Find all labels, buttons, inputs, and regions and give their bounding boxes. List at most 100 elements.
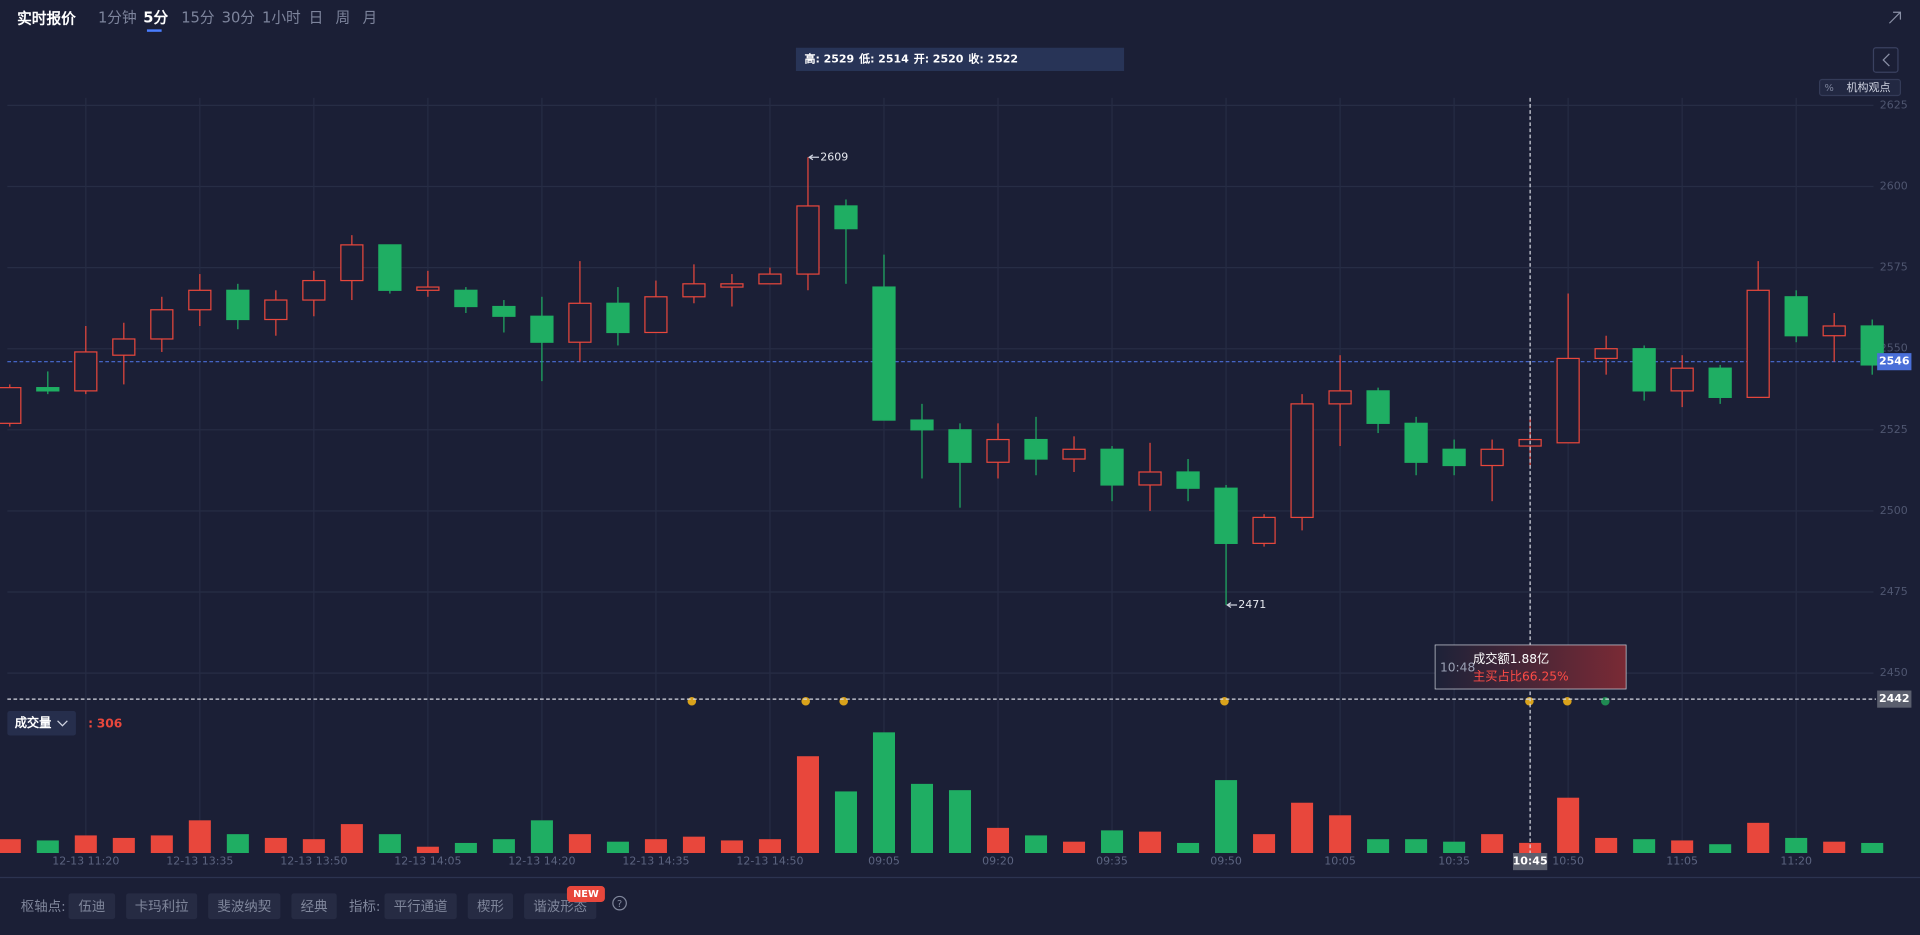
- y-tick-label: 2625: [1880, 98, 1908, 111]
- candle-body: [112, 338, 136, 356]
- y-tick-label: 2525: [1880, 423, 1908, 436]
- candle-body: [1404, 422, 1428, 463]
- candle-body: [1214, 487, 1238, 544]
- candle-body: [872, 286, 896, 421]
- volume-bar: [1747, 822, 1770, 854]
- volume-bar: [682, 836, 705, 854]
- toolbar-button-label: 伍迪: [78, 899, 105, 915]
- ohlc-value: 2522: [987, 52, 1018, 65]
- opinion-button[interactable]: [1818, 78, 1902, 97]
- toolbar-button[interactable]: [384, 893, 457, 920]
- volume-bar: [1633, 839, 1656, 854]
- candle-body: [796, 205, 820, 275]
- event-dot[interactable]: [1525, 696, 1534, 706]
- volume-bar: [150, 835, 173, 854]
- candle-body: [1556, 357, 1580, 444]
- x-tick-label: 10:50: [1552, 855, 1584, 868]
- tab[interactable]: 周: [336, 9, 351, 26]
- ohlc-key: 高:: [804, 51, 819, 65]
- help-icon[interactable]: [612, 895, 627, 911]
- volume-bar: [758, 839, 781, 854]
- tab[interactable]: 5分: [143, 9, 168, 26]
- volume-bar: [1177, 842, 1200, 854]
- candle-body: [378, 244, 402, 291]
- candle-body: [986, 438, 1010, 463]
- candle-body: [150, 309, 174, 340]
- candle-body: [226, 289, 250, 321]
- volume-bar: [226, 834, 249, 854]
- volume-bar: [872, 732, 896, 854]
- crosshair-price-box: [1877, 690, 1912, 708]
- crosshair-price: 2442: [1879, 692, 1910, 705]
- event-dot[interactable]: [801, 696, 810, 706]
- candle-body: [1442, 448, 1466, 467]
- toolbar-button[interactable]: [126, 893, 198, 920]
- x-tick-label: 12-13 13:50: [280, 855, 347, 868]
- candle-body: [1176, 471, 1200, 489]
- pivot-label: 枢轴点:: [21, 899, 66, 915]
- tab[interactable]: 月: [362, 9, 377, 26]
- dropdown-icon: [57, 720, 68, 727]
- volume-bar: [1139, 831, 1162, 854]
- candle-body: [74, 351, 98, 392]
- tab[interactable]: 1分钟: [98, 9, 137, 26]
- volume-selector[interactable]: [7, 711, 76, 736]
- toolbar-button[interactable]: [467, 893, 514, 920]
- tab[interactable]: 日: [309, 9, 324, 26]
- event-dot[interactable]: [1563, 696, 1572, 706]
- toolbar-button[interactable]: [208, 893, 281, 920]
- tab[interactable]: 1小时: [262, 9, 301, 26]
- x-tick-label: 09:20: [982, 855, 1014, 868]
- x-tick-label: 12-13 14:20: [508, 855, 575, 868]
- tab[interactable]: 30分: [222, 9, 256, 26]
- ohlc-key: 收:: [968, 51, 983, 65]
- volume-bar: [568, 834, 591, 854]
- y-tick-label: 2450: [1880, 666, 1908, 679]
- crosshair-time: 10:45: [1513, 855, 1548, 868]
- candle-body: [1100, 448, 1124, 486]
- toolbar-button-label: 斐波纳契: [217, 899, 271, 915]
- candle-body: [910, 419, 934, 431]
- tab[interactable]: 15分: [181, 9, 215, 26]
- event-dot[interactable]: [1220, 696, 1229, 706]
- volume-bar: [1063, 841, 1086, 854]
- candle-body: [1366, 390, 1390, 424]
- event-dot[interactable]: [1601, 696, 1610, 706]
- volume-bar: [340, 824, 363, 854]
- ohlc-box: [795, 47, 1125, 71]
- volume-bar: [1671, 840, 1694, 854]
- x-tick-label: 12-13 13:35: [166, 855, 233, 868]
- volume-bar: [606, 841, 629, 854]
- collapse-icon[interactable]: [1888, 11, 1902, 24]
- candle-body: [1480, 448, 1504, 467]
- candle-body: [1062, 448, 1086, 460]
- volume-bar: [1405, 839, 1428, 854]
- candle-body: [1632, 348, 1656, 392]
- x-tick-label: 09:05: [868, 855, 900, 868]
- candle-body: [720, 283, 744, 288]
- toolbar-button[interactable]: [68, 893, 116, 920]
- candle-body: [454, 289, 478, 308]
- toolbar-button[interactable]: [291, 893, 337, 920]
- candle-body: [340, 244, 364, 282]
- event-dot[interactable]: [839, 696, 848, 706]
- title: 实时报价: [17, 10, 76, 28]
- event-dot[interactable]: [687, 696, 697, 706]
- volume-bar: [1253, 834, 1276, 854]
- candle-body: [416, 286, 440, 291]
- side-toggle[interactable]: [1872, 47, 1899, 73]
- candle-body: [682, 283, 706, 298]
- x-tick-label: 12-13 14:35: [622, 855, 689, 868]
- volume-bar: [720, 840, 743, 854]
- tooltip-buy-ratio: 主买占比66.25%: [1473, 668, 1569, 683]
- volume-bar: [0, 839, 21, 854]
- candle-body: [1822, 325, 1846, 337]
- ohlc-value: 2529: [824, 52, 855, 65]
- toolbar-button-label: 楔形: [477, 899, 504, 915]
- ohlc-key: 开:: [914, 52, 929, 65]
- new-badge-label: NEW: [573, 889, 599, 900]
- x-tick-label: 10:35: [1438, 855, 1470, 868]
- plot: 2450 2475 2500 2525 2550 2575 2600 2625 12-13 11…: [0, 97, 1912, 871]
- volume-number: 306: [97, 716, 123, 730]
- volume-bar: [188, 820, 211, 854]
